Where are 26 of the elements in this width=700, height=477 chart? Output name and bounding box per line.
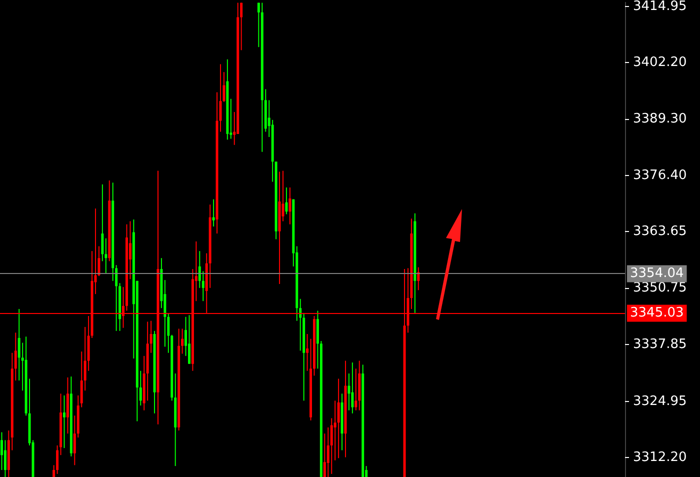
candlestick (354, 368, 358, 411)
ref-line-label: 3345.03 (630, 306, 684, 321)
y-tick-label: 3312.20 (633, 450, 687, 465)
ref-line-label: 3354.04 (630, 266, 684, 282)
candlestick (288, 186, 292, 225)
y-tick-label: 3337.85 (633, 337, 687, 352)
candlestick (4, 440, 6, 477)
candlestick (348, 372, 350, 411)
candlestick (285, 186, 288, 215)
y-tick-label: 3363.65 (633, 224, 687, 240)
y-tick-label: 3376.40 (633, 168, 687, 184)
candlestick (66, 376, 69, 434)
candlestick (212, 198, 215, 228)
candlestick (62, 394, 66, 449)
candlestick (337, 378, 340, 459)
candlestick (240, 2, 243, 51)
candlestick (351, 362, 354, 414)
candlestick (188, 314, 190, 364)
y-tick-label: 3350.75 (633, 280, 687, 296)
candlestick (417, 266, 420, 291)
y-tick-label: 3324.95 (633, 394, 687, 409)
candlestick (101, 184, 104, 262)
y-tick-label: 3389.30 (633, 112, 687, 127)
candlestick (202, 270, 204, 302)
y-tick-label: 3402.20 (633, 54, 687, 70)
y-tick-label: 3414.95 (633, 0, 687, 14)
